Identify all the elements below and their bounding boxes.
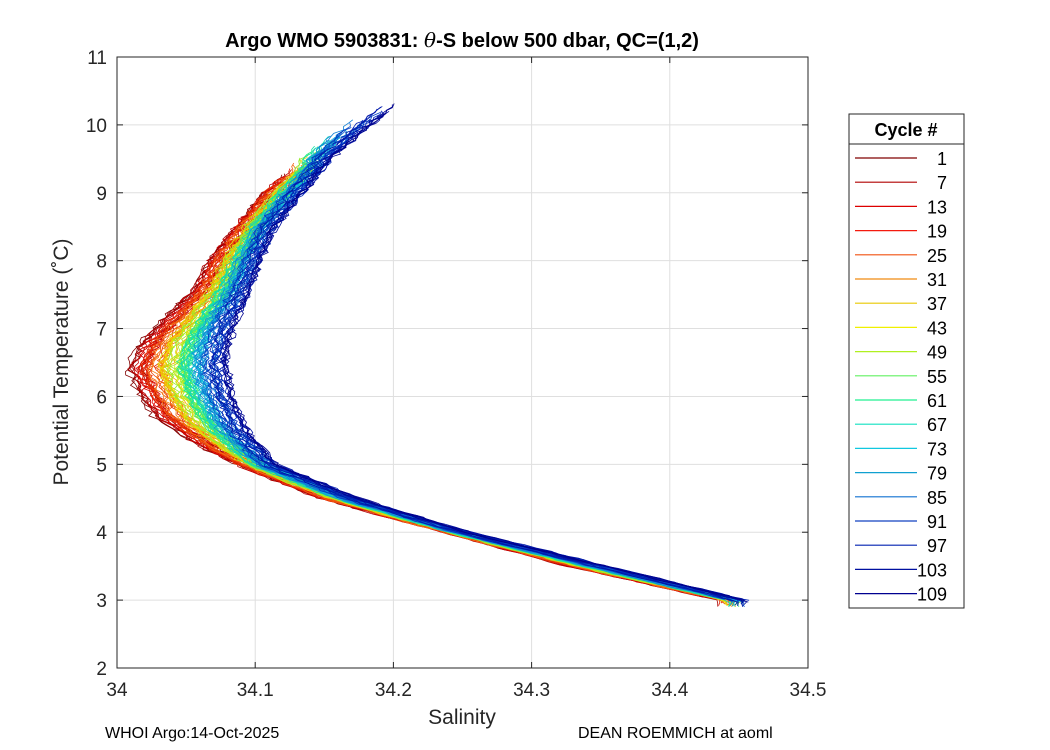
legend-label: 79 <box>927 464 947 484</box>
y-tick-label: 8 <box>96 252 107 273</box>
y-tick-label: 7 <box>96 320 107 341</box>
legend-label: 73 <box>927 439 947 459</box>
legend-label: 1 <box>937 149 947 169</box>
legend-label: 109 <box>917 585 947 605</box>
profile-lines <box>125 103 750 608</box>
profile-line-cycle-103 <box>208 108 736 602</box>
y-tick-label: 11 <box>87 48 107 69</box>
profile-line-cycle-49 <box>164 152 700 595</box>
legend-label: 7 <box>937 173 947 193</box>
profile-line-cycle-28 <box>147 164 708 597</box>
profile-line-cycle-106 <box>219 110 745 608</box>
x-tick-label: 34.2 <box>375 680 412 701</box>
legend-label: 43 <box>927 318 947 338</box>
legend-label: 61 <box>927 391 947 411</box>
footer-left-text: WHOI Argo:14-Oct-2025 <box>105 725 280 742</box>
profile-line-cycle-109 <box>222 103 729 597</box>
profile-line-cycle-108 <box>223 113 749 603</box>
legend-label: 85 <box>927 488 947 508</box>
x-tick-label: 34.4 <box>651 680 688 701</box>
profile-line-cycle-50 <box>166 157 725 600</box>
legend-title: Cycle # <box>874 120 937 140</box>
legend-label: 25 <box>927 246 947 266</box>
legend-label: 37 <box>927 294 947 314</box>
y-tick-label: 2 <box>96 659 107 680</box>
x-axis-label: Salinity <box>428 706 496 729</box>
legend-label: 97 <box>927 536 947 556</box>
x-tick-label: 34 <box>106 680 128 701</box>
chart-title: Argo WMO 5903831: θ-S below 500 dbar, QC… <box>225 28 699 52</box>
legend-label: 19 <box>927 222 947 242</box>
legend-label: 103 <box>917 560 947 580</box>
legend: Cycle # 1 7 13 19 25 31 37 43 49 55 61 67 73 79 85 91 97… <box>848 113 965 609</box>
legend-label: 91 <box>927 512 947 532</box>
legend-label: 67 <box>927 415 947 435</box>
y-tick-label: 9 <box>96 184 107 205</box>
x-tick-label: 34.3 <box>513 680 550 701</box>
y-tick-label: 10 <box>86 116 107 137</box>
profile-line-cycle-96 <box>202 127 725 600</box>
x-tick-label: 34.5 <box>790 680 827 701</box>
y-tick-label: 4 <box>96 523 107 544</box>
profile-line-cycle-66 <box>178 152 703 595</box>
y-tick-label: 3 <box>96 591 107 612</box>
legend-label: 49 <box>927 343 947 363</box>
legend-label: 13 <box>927 197 947 217</box>
y-axis-label: Potential Temperature (˚C) <box>50 238 73 485</box>
x-tick-label: 34.1 <box>237 680 274 701</box>
y-tick-label: 5 <box>96 455 107 476</box>
legend-label: 55 <box>927 367 947 387</box>
y-tick-label: 6 <box>96 387 107 408</box>
footer-right-text: DEAN ROEMMICH at aoml <box>578 725 773 742</box>
legend-label: 31 <box>927 270 947 290</box>
